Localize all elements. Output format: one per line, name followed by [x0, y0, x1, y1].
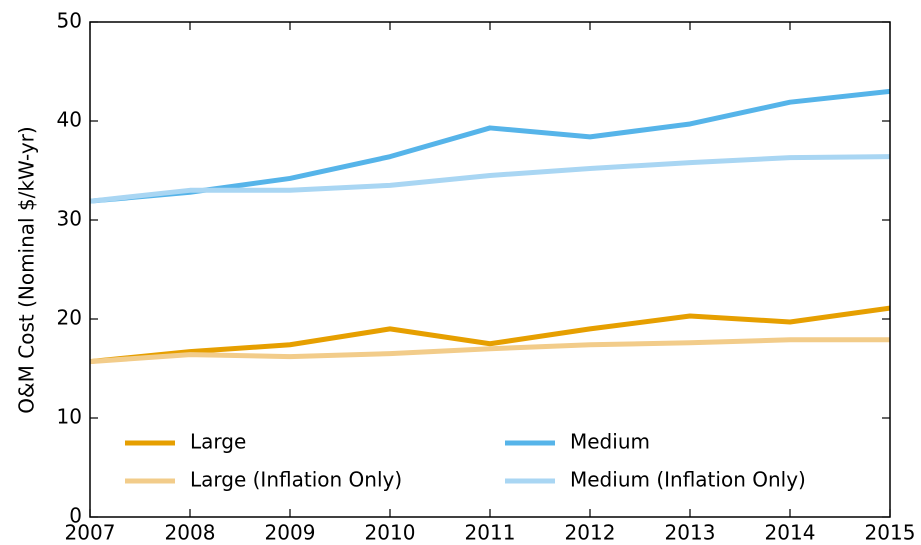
y-axis-label: O&M Cost (Nominal $/kW-yr) [15, 126, 39, 413]
y-tick-label: 10 [57, 405, 82, 429]
series-line [89, 154, 891, 204]
x-tick-label: 2011 [465, 521, 516, 545]
y-tick-label: 30 [57, 207, 82, 231]
y-tick-label: 50 [57, 9, 82, 33]
x-tick-label: 2010 [365, 521, 416, 545]
legend-label: Medium [570, 430, 650, 454]
y-tick-label: 0 [69, 504, 82, 528]
x-tick-label: 2014 [765, 521, 816, 545]
series-line [89, 88, 891, 204]
x-tick-label: 2007 [65, 521, 116, 545]
x-tick-label: 2012 [565, 521, 616, 545]
x-tick-label: 2008 [165, 521, 216, 545]
legend-label: Large [190, 430, 246, 454]
legend-label: Medium (Inflation Only) [570, 468, 806, 492]
y-tick-label: 40 [57, 108, 82, 132]
legend-label: Large (Inflation Only) [190, 468, 402, 492]
x-tick-label: 2013 [665, 521, 716, 545]
x-tick-label: 2015 [865, 521, 916, 545]
y-tick-label: 20 [57, 306, 82, 330]
series-line [89, 337, 890, 365]
series-line [89, 305, 891, 365]
x-tick-label: 2009 [265, 521, 316, 545]
